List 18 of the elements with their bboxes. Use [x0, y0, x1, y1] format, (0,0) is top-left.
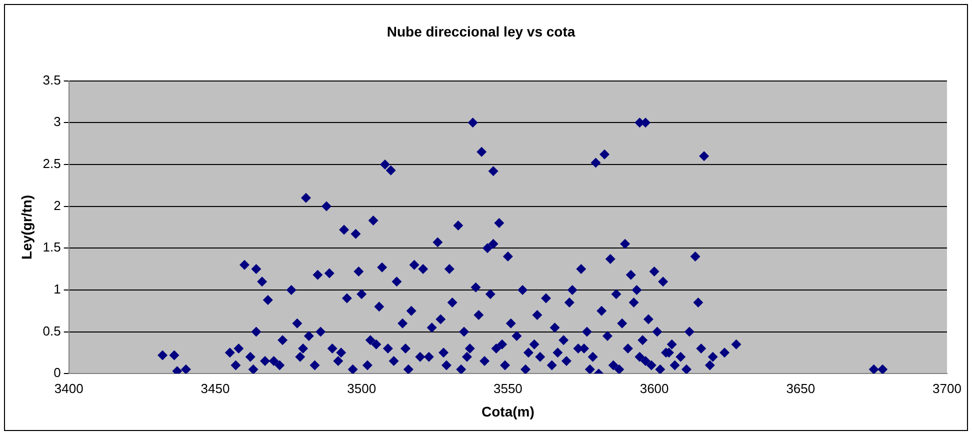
x-tick-label: 3700: [932, 380, 962, 396]
y-tick-label: 3.5: [42, 72, 61, 88]
chart-title: Nube direccional ley vs cota: [386, 23, 576, 40]
y-tick-label: 3: [54, 114, 61, 130]
x-tick-label: 3500: [347, 380, 376, 396]
x-tick-label: 3650: [786, 380, 816, 396]
x-axis-title: Cota(m): [481, 403, 534, 420]
x-tick-label: 3600: [640, 380, 669, 396]
y-tick-label: 1.5: [42, 240, 61, 255]
y-axis-title: Ley(gr/tn): [18, 194, 34, 260]
x-tick-label: 3550: [493, 380, 522, 396]
x-tick-label: 3450: [200, 380, 230, 396]
x-tick-label: 3400: [54, 380, 84, 396]
y-tick-label: 0: [54, 365, 61, 380]
y-tick-label: 2.5: [42, 156, 61, 172]
y-tick-label: 0.5: [42, 323, 61, 338]
y-tick-label: 2: [54, 198, 61, 213]
y-tick-label: 1: [54, 282, 61, 297]
